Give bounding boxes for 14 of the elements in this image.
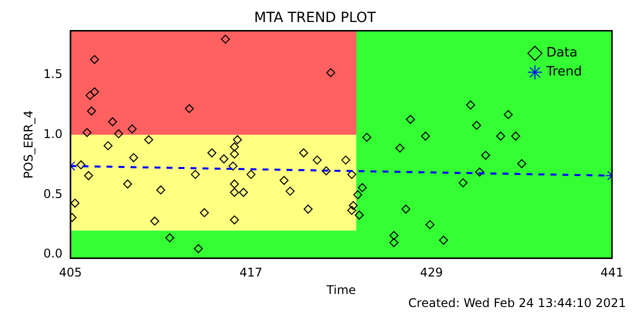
chart-title: MTA TREND PLOT — [254, 10, 376, 26]
legend-label: Trend — [545, 64, 582, 80]
y-axis-title: POS_ERR_4 — [21, 110, 36, 179]
x-tick-label: 417 — [240, 266, 262, 280]
x-tick-label: 441 — [600, 266, 624, 280]
x-tick-label: 405 — [59, 266, 82, 280]
y-tick-label: 0.0 — [43, 246, 62, 261]
x-axis-title: Time — [326, 282, 356, 297]
text: Created: Wed Feb 24 13:44:10 2021 — [408, 296, 626, 310]
x-tick-label: 429 — [420, 266, 443, 280]
y-tick-label: 0.5 — [43, 186, 62, 201]
legend-label: Data — [546, 46, 578, 61]
y-tick-label: 1.5 — [43, 67, 62, 82]
y-tick-label: 1.0 — [43, 127, 62, 142]
